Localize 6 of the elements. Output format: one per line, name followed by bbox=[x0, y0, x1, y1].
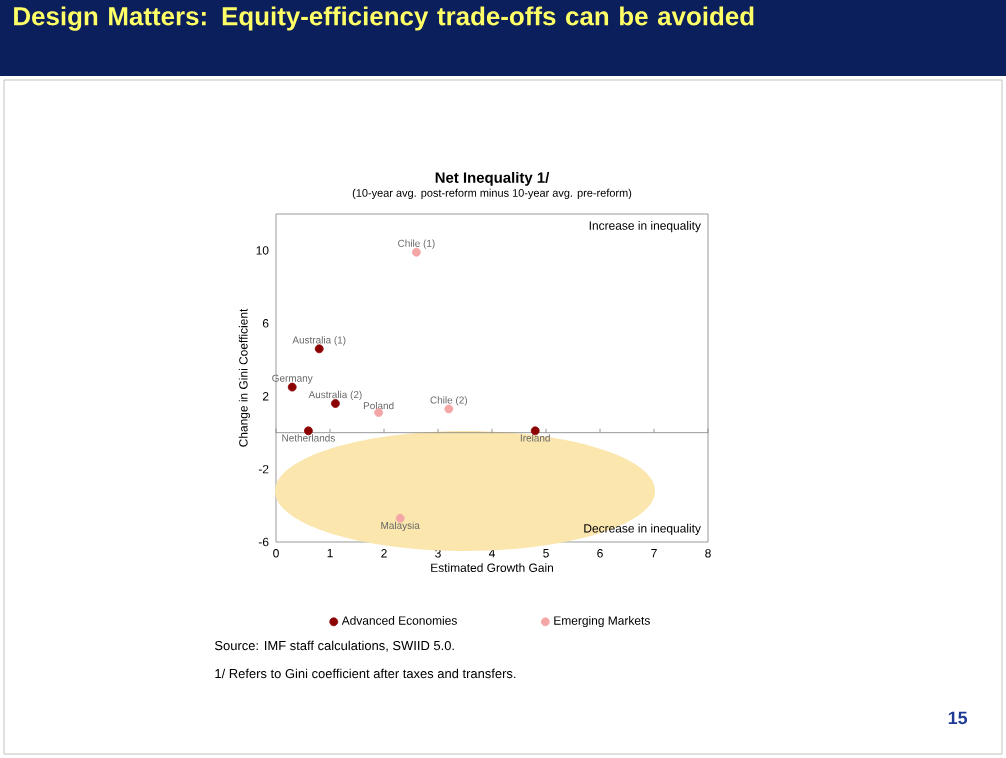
point bbox=[331, 399, 340, 408]
point bbox=[444, 404, 454, 414]
text: Design Matters: Equity-efficiency trade-offs can be avoided bbox=[14, 6, 754, 31]
text: 15 bbox=[948, 711, 968, 725]
point bbox=[412, 247, 421, 257]
point bbox=[314, 344, 324, 354]
